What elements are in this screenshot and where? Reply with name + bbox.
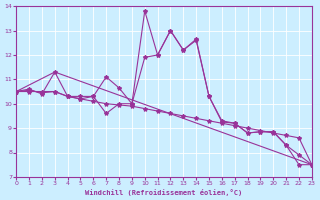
X-axis label: Windchill (Refroidissement éolien,°C): Windchill (Refroidissement éolien,°C) (85, 189, 243, 196)
